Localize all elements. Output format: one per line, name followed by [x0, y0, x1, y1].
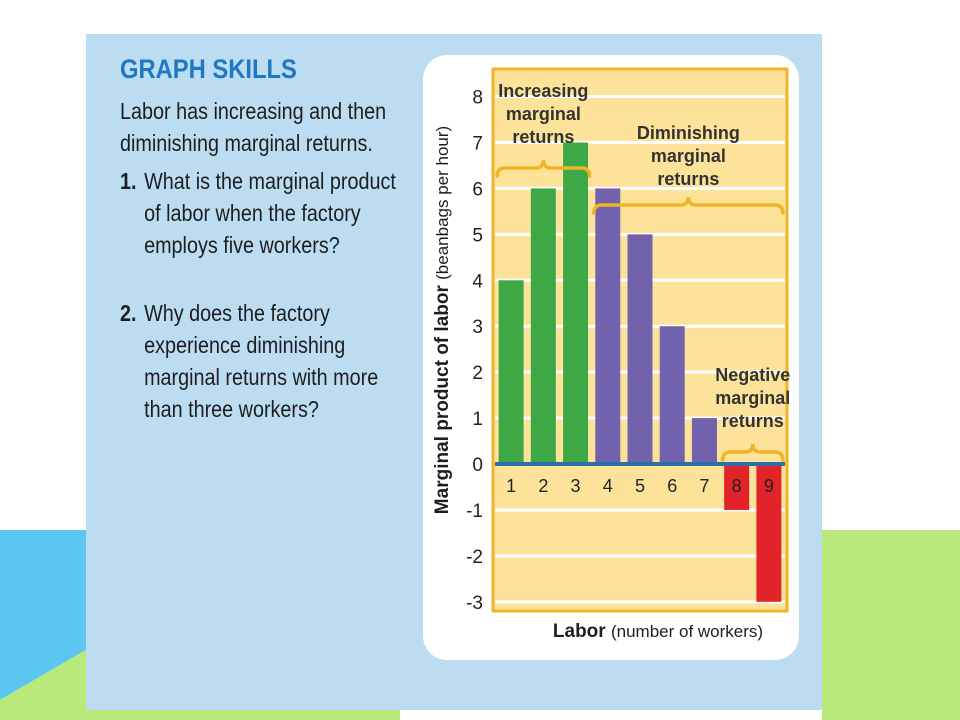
x-tick-label: 8	[732, 476, 742, 496]
annotation-label: Diminishing marginal returns	[637, 123, 740, 189]
question-1-text: What is the marginal product of labor wh…	[144, 168, 396, 258]
graph-skills-intro: Labor has increasing and then diminishin…	[120, 98, 387, 156]
graph-skills-title: GRAPH SKILLS	[120, 54, 297, 84]
y-tick-label: 4	[472, 271, 483, 292]
annotation-brace	[720, 443, 785, 462]
y-axis-label: Marginal product of labor (beanbags per …	[432, 126, 453, 514]
annotation-line: Negative	[715, 365, 790, 385]
annotation-line: returns	[657, 169, 719, 189]
x-tick-label: 1	[506, 476, 516, 496]
y-tick-label: -2	[466, 547, 483, 568]
y-tick-label: 6	[472, 179, 483, 200]
bar-worker-3	[563, 142, 589, 465]
bar-worker-4	[595, 188, 621, 465]
y-tick-label: 8	[472, 88, 483, 109]
annotation-line: Diminishing	[637, 123, 740, 143]
blue-decoration-shape	[0, 530, 86, 700]
bar-worker-8	[724, 464, 750, 510]
y-axis-label-unit: (beanbags per hour)	[433, 126, 452, 280]
x-tick-label: 9	[764, 476, 774, 496]
x-tick-label: 5	[635, 476, 645, 496]
y-axis-label-bold: Marginal product of labor	[432, 280, 453, 514]
annotation-brace	[592, 196, 785, 215]
x-tick-label: 3	[571, 476, 581, 496]
x-tick-label: 4	[603, 476, 613, 496]
green-decoration-shape	[822, 530, 960, 720]
question-2-text: Why does the factory experience diminish…	[144, 300, 379, 422]
chart-card: 8 7 6 5 4 3 2 1 0 -1 -2 -3 1 2 3 4 5 6 7 8 9 Increasing margin…	[423, 55, 799, 660]
marginal-product-chart: 8 7 6 5 4 3 2 1 0 -1 -2 -3 1 2 3 4 5 6 7 8 9 Increasing margin…	[432, 67, 790, 642]
bar-worker-2	[530, 188, 556, 465]
y-tick-label: -3	[466, 593, 483, 614]
annotation-line: marginal	[651, 146, 726, 166]
annotation-label: Negative marginal returns	[715, 365, 790, 431]
annotation-line: marginal	[506, 104, 581, 124]
annotation-line: returns	[722, 411, 784, 431]
x-axis-label-unit: (number of workers)	[611, 622, 763, 641]
annotation-line: returns	[512, 127, 574, 147]
y-tick-label: 7	[472, 133, 483, 154]
x-axis-label: Labor (number of workers)	[553, 621, 763, 642]
x-tick-label: 7	[699, 476, 709, 496]
bar-worker-7	[691, 418, 717, 465]
question-2-number: 2.	[120, 300, 137, 326]
y-tick-label: -1	[466, 501, 483, 522]
bar-worker-6	[659, 326, 685, 465]
bar-worker-5	[627, 234, 653, 465]
green-decoration-strip	[0, 650, 400, 720]
question-2: 2. Why does the factory experience dimin…	[120, 297, 404, 425]
x-axis-label-bold: Labor	[553, 621, 611, 642]
annotation-line: marginal	[715, 388, 790, 408]
y-tick-label: 3	[472, 317, 483, 338]
x-tick-label: 6	[667, 476, 677, 496]
y-tick-label: 1	[472, 409, 483, 430]
annotation-label: Increasing marginal returns	[498, 81, 588, 147]
question-1-number: 1.	[120, 168, 137, 194]
question-1: 1. What is the marginal product of labor…	[120, 165, 404, 261]
y-tick-label: 5	[472, 225, 483, 246]
bar-worker-1	[498, 280, 524, 465]
x-tick-label: 2	[538, 476, 548, 496]
y-tick-label: 2	[472, 363, 483, 384]
annotation-line: Increasing	[498, 81, 588, 101]
bar-worker-9	[756, 464, 782, 602]
y-tick-label: 0	[472, 455, 483, 476]
annotation-brace	[495, 159, 592, 178]
